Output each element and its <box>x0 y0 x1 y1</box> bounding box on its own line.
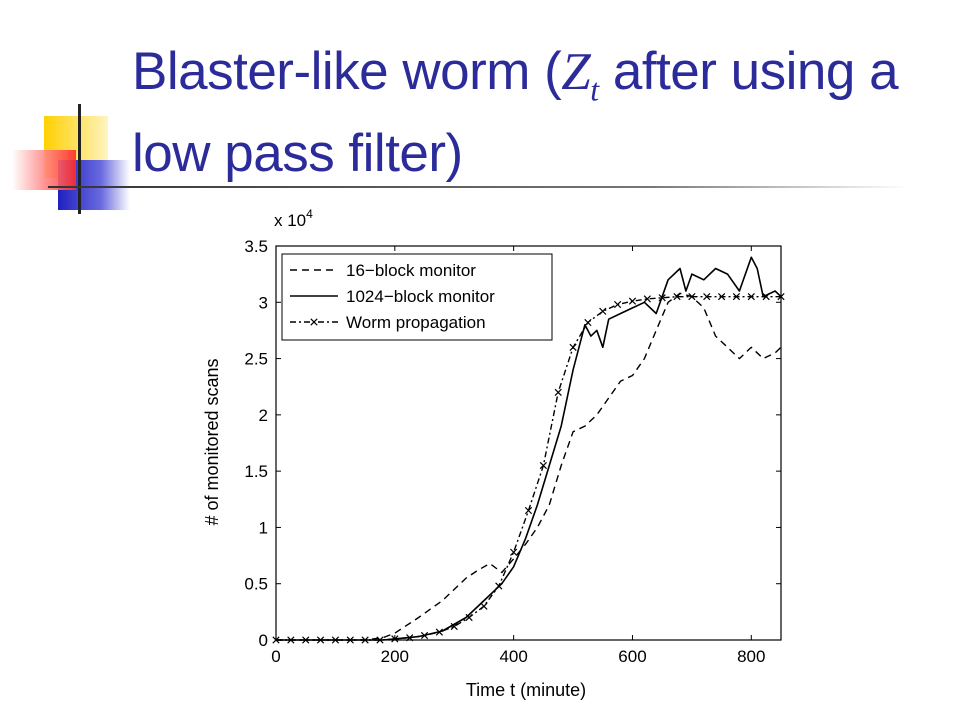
series-point-3 <box>762 293 770 301</box>
x-tick-label: 0 <box>271 647 280 666</box>
series-point-3 <box>747 293 755 301</box>
series-line-2 <box>276 256 782 641</box>
y-tick-label: 0 <box>259 631 268 650</box>
series-point-3 <box>599 307 607 315</box>
series-line-1 <box>276 292 782 641</box>
vertical-rule <box>78 104 81 214</box>
title-part-1: Blaster-like worm ( <box>132 42 562 101</box>
x-axis-label: Time t (minute) <box>466 680 586 700</box>
series-point-3 <box>673 293 681 301</box>
x-tick-label: 200 <box>381 647 409 666</box>
series-point-3 <box>703 293 711 301</box>
series-point-3 <box>450 622 458 631</box>
series-point-3 <box>435 628 444 636</box>
series-point-3 <box>628 297 637 305</box>
y-tick-label: 0.5 <box>244 575 268 594</box>
series-point-3 <box>510 548 518 556</box>
series-point-3 <box>658 294 666 302</box>
legend: 16−block monitor 1024−block monitor Worm p… <box>281 253 553 341</box>
y-tick-label: 1.5 <box>244 462 268 481</box>
series-point-3 <box>465 613 473 622</box>
series-point-3 <box>717 293 726 301</box>
y-tick-label: 3 <box>259 293 268 312</box>
series-point-3 <box>643 295 651 303</box>
series-point-3 <box>688 293 696 301</box>
series-point-3 <box>524 506 533 515</box>
legend-marker <box>310 318 318 326</box>
slide-decoration <box>12 104 908 214</box>
y-axis-label: # of monitored scans <box>202 358 222 525</box>
y-tick-label: 3.5 <box>244 237 268 256</box>
x-tick-label: 400 <box>499 647 527 666</box>
series-line-3 <box>276 295 781 641</box>
x-tick-label: 600 <box>618 647 646 666</box>
y-multiplier-label: x 104 <box>274 207 313 230</box>
y-tick-label: 2 <box>259 406 268 425</box>
legend-label: 1024−block monitor <box>346 287 495 306</box>
y-tick-label: 1 <box>259 518 268 537</box>
series-point-3 <box>420 631 429 640</box>
series-point-3 <box>495 582 503 590</box>
red-square <box>12 150 76 190</box>
line-chart: x 104 # of monitored scans Time t (minut… <box>202 207 785 700</box>
series-point-3 <box>539 461 547 470</box>
series-point-3 <box>480 602 488 610</box>
plot-frame <box>275 245 782 641</box>
legend-label: Worm propagation <box>346 313 486 332</box>
horizontal-rule <box>48 186 908 188</box>
x-tick-label: 800 <box>737 647 765 666</box>
legend-label: 16−block monitor <box>346 261 476 280</box>
series-point-3 <box>584 318 592 327</box>
series-point-3 <box>732 293 741 301</box>
title-variable-subscript: t <box>590 71 599 108</box>
series-point-3 <box>391 635 399 643</box>
slide-title: Blaster-like worm (Zt after using a low … <box>132 40 942 186</box>
series-point-3 <box>554 388 562 396</box>
title-part-2: after using a low pass filter) <box>132 42 899 183</box>
series-point-3 <box>569 343 577 351</box>
y-tick-label: 2.5 <box>244 350 268 369</box>
series-point-3 <box>613 300 622 309</box>
legend-box <box>281 253 553 341</box>
title-variable: Zt <box>561 43 599 108</box>
